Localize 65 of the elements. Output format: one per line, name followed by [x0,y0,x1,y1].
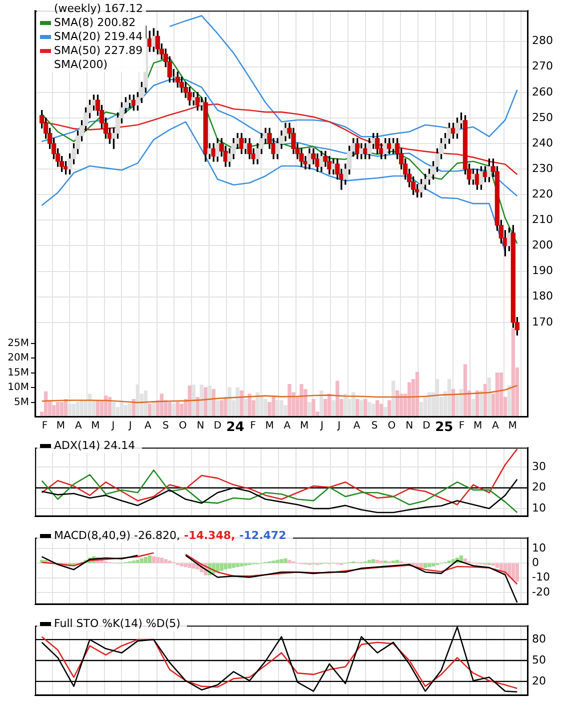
y-tick-label: 260 [532,85,553,98]
y-tick-label: 190 [532,264,553,278]
x-tick-label: A [74,420,82,432]
legend-label: SMA(50) 227.89 [54,44,143,57]
y-tick-label: 170 [532,315,553,328]
y-tick-label: 50 [532,653,546,666]
y-tick-label: 240 [532,136,553,150]
y-tick-label: 200 [532,238,553,252]
x-tick-label: O [178,420,187,432]
y-tick-label: 80 [532,632,546,646]
legend-label: ADX(14) 24.14 [54,439,136,452]
x-tick-label: F [42,420,48,432]
x-tick-label: S [162,420,169,432]
annotation: SMA(200) [53,58,109,72]
y2-tick-label: 25M [8,338,29,349]
x-tick-label: M [473,420,482,432]
x-tick-label: J [128,420,132,432]
x-tick-label: A [284,420,291,432]
y-tick-label: 270 [532,60,553,73]
y2-tick-label: 15M [8,367,29,378]
y-tick-label: 10 [532,501,546,514]
x-tick-label: A [492,420,500,432]
x-tick-label: O [388,420,396,432]
y-tick-label: 10 [532,541,546,554]
x-tick-label: M [300,420,309,432]
y-tick-label: 20 [532,480,546,494]
y-tick-label: 230 [532,162,553,175]
x-tick-label: M [265,420,274,432]
x-tick-label: A [144,420,152,432]
legend-label: SMA(20) 219.44 [54,30,143,43]
y-tick-label: 280 [532,34,553,48]
legend-label: Full STO %K(14) %D(5) [54,617,180,630]
chart-title: (weekly) 167.12 [53,2,144,16]
x-tick-label: S [371,420,378,432]
x-tick-label: F [250,420,256,432]
y2-tick-label: 10M [8,382,29,394]
y-tick-label: -10 [532,570,550,584]
x-tick-label: D [214,420,222,432]
annotation: -12.472 [239,529,286,543]
x-tick-label: M [91,420,100,432]
y-tick-label: -20 [532,585,550,598]
legend-label: MACD(8,40,9) -26.820, [54,529,180,542]
y-tick-label: 0 [532,556,539,570]
y-tick-label: 20 [532,674,546,688]
x-tick-label: A [353,420,360,432]
y2-tick-label: 20M [8,352,29,364]
y-tick-label: 30 [532,460,546,474]
x-tick-label: 24 [226,420,244,436]
legend-label: SMA(8) 200.82 [54,16,136,29]
x-tick-label: J [336,420,341,432]
y-tick-label: 250 [532,110,553,124]
x-tick-label: N [406,420,414,432]
x-tick-label: 25 [435,420,454,436]
y-tick-label: 180 [532,290,553,303]
y-tick-label: 210 [532,213,553,226]
x-tick-label: J [110,420,115,432]
x-tick-label: F [458,420,465,432]
x-tick-label: D [422,420,431,432]
x-tick-label: M [508,420,517,432]
x-tick-label: M [56,420,65,432]
y-tick-label: 220 [532,187,553,200]
series-label: -14.348, [184,529,236,542]
x-tick-label: N [196,420,204,432]
x-tick-label: J [320,420,324,432]
y2-tick-label: 5M [14,396,29,408]
